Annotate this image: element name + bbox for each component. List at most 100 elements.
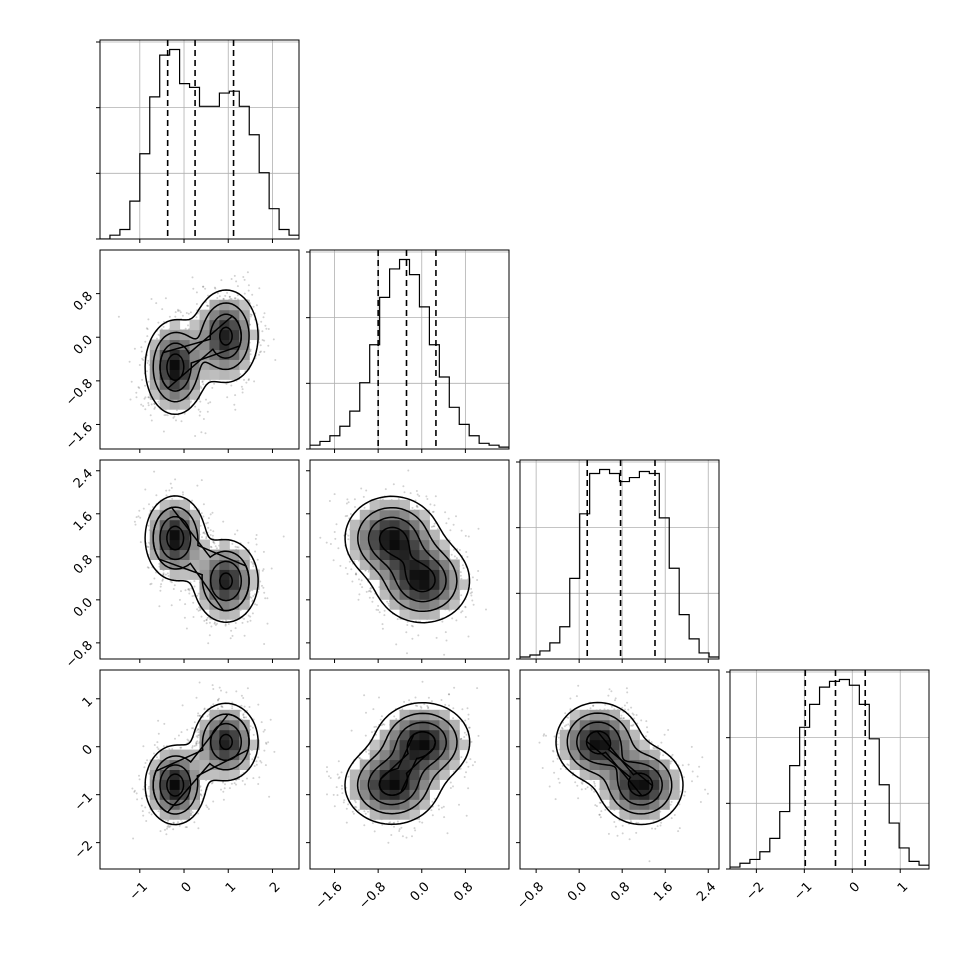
scatter-point bbox=[243, 278, 246, 281]
scatter-point bbox=[361, 586, 364, 589]
scatter-point bbox=[431, 511, 434, 513]
scatter-point bbox=[165, 833, 168, 836]
scatter-point bbox=[429, 503, 432, 506]
scatter-point bbox=[194, 405, 197, 408]
scatter-point bbox=[147, 396, 150, 399]
scatter-point bbox=[199, 714, 201, 717]
scatter-point bbox=[192, 616, 195, 618]
scatter-point bbox=[282, 535, 285, 538]
scatter-point bbox=[206, 410, 209, 413]
density-block bbox=[229, 599, 240, 610]
density-block bbox=[399, 509, 410, 521]
scatter-point bbox=[174, 478, 177, 481]
scatter-point bbox=[178, 598, 181, 601]
density-block bbox=[219, 549, 230, 560]
contour-level-3 bbox=[219, 572, 233, 590]
scatter-point bbox=[140, 350, 143, 353]
density-block bbox=[179, 359, 191, 370]
density-block bbox=[439, 579, 450, 590]
scatter-point bbox=[155, 571, 157, 574]
scatter-point bbox=[218, 295, 221, 298]
scatter-point bbox=[209, 401, 212, 404]
scatter-point bbox=[242, 716, 245, 719]
scatter-point bbox=[197, 592, 200, 595]
density-block bbox=[409, 569, 420, 580]
scatter-point bbox=[230, 298, 233, 301]
contour-level-3 bbox=[166, 353, 185, 381]
density-block bbox=[229, 369, 240, 380]
density-block bbox=[239, 589, 250, 600]
scatter-point bbox=[470, 594, 473, 597]
scatter-point bbox=[135, 396, 138, 399]
scatter-point bbox=[258, 287, 261, 290]
density-block bbox=[169, 499, 181, 511]
scatter-point bbox=[372, 596, 375, 599]
density-block bbox=[159, 399, 171, 410]
density-block bbox=[409, 539, 420, 551]
density-block bbox=[389, 559, 401, 570]
scatter-point bbox=[133, 520, 136, 523]
density-block bbox=[169, 329, 181, 341]
density-block bbox=[369, 539, 381, 551]
scatter-point bbox=[180, 731, 183, 734]
panel-frame bbox=[99, 459, 300, 660]
density-content bbox=[117, 271, 277, 437]
density-block bbox=[389, 579, 401, 590]
scatter-point bbox=[207, 305, 210, 307]
scatter-point bbox=[253, 593, 256, 596]
scatter-point bbox=[213, 286, 216, 289]
scatter-point bbox=[175, 419, 177, 422]
density-block bbox=[419, 519, 430, 531]
density-block bbox=[359, 559, 371, 570]
scatter-point bbox=[228, 295, 231, 298]
scatter-point bbox=[208, 634, 211, 637]
scatter-point bbox=[198, 414, 201, 417]
density-block bbox=[169, 529, 181, 541]
scatter-point bbox=[222, 298, 225, 301]
scatter-point bbox=[147, 318, 150, 321]
density-block bbox=[349, 519, 361, 531]
scatter-point bbox=[240, 385, 243, 388]
scatter-point bbox=[200, 479, 203, 482]
density-block bbox=[249, 569, 260, 580]
scatter-point bbox=[200, 512, 203, 515]
scatter-point bbox=[170, 581, 173, 584]
density-block bbox=[189, 319, 200, 331]
density-block bbox=[359, 539, 371, 551]
density-block bbox=[379, 499, 391, 511]
scatter-point bbox=[447, 517, 450, 520]
density-block bbox=[449, 579, 460, 590]
scatter-point bbox=[207, 526, 210, 529]
scatter-point bbox=[467, 535, 470, 538]
density-block bbox=[169, 569, 181, 580]
density-block bbox=[459, 579, 470, 590]
scatter-point bbox=[220, 279, 223, 282]
scatter-point bbox=[210, 625, 213, 628]
scatter-point bbox=[365, 489, 368, 492]
scatter-point bbox=[250, 314, 253, 316]
density-block bbox=[349, 529, 361, 541]
scatter-point bbox=[236, 294, 239, 297]
scatter-point bbox=[214, 545, 217, 548]
scatter-point bbox=[436, 528, 439, 531]
scatter-point bbox=[202, 532, 205, 534]
scatter-point bbox=[339, 564, 342, 567]
scatter-point bbox=[205, 622, 208, 625]
scatter-point bbox=[212, 530, 215, 533]
density-block bbox=[249, 329, 260, 341]
scatter-point bbox=[243, 378, 245, 381]
density-block bbox=[429, 599, 440, 610]
density-panel-3-0 bbox=[96, 669, 300, 873]
scatter-point bbox=[370, 586, 373, 589]
scatter-point bbox=[444, 511, 447, 514]
scatter-point bbox=[241, 621, 244, 624]
scatter-point bbox=[247, 379, 250, 382]
panel-frame bbox=[309, 459, 510, 660]
scatter-point bbox=[206, 304, 209, 307]
density-block bbox=[219, 329, 230, 341]
scatter-point bbox=[144, 384, 147, 387]
scatter-point bbox=[205, 619, 208, 622]
scatter-point bbox=[197, 812, 200, 815]
density-block bbox=[229, 589, 240, 600]
scatter-point bbox=[233, 297, 236, 300]
